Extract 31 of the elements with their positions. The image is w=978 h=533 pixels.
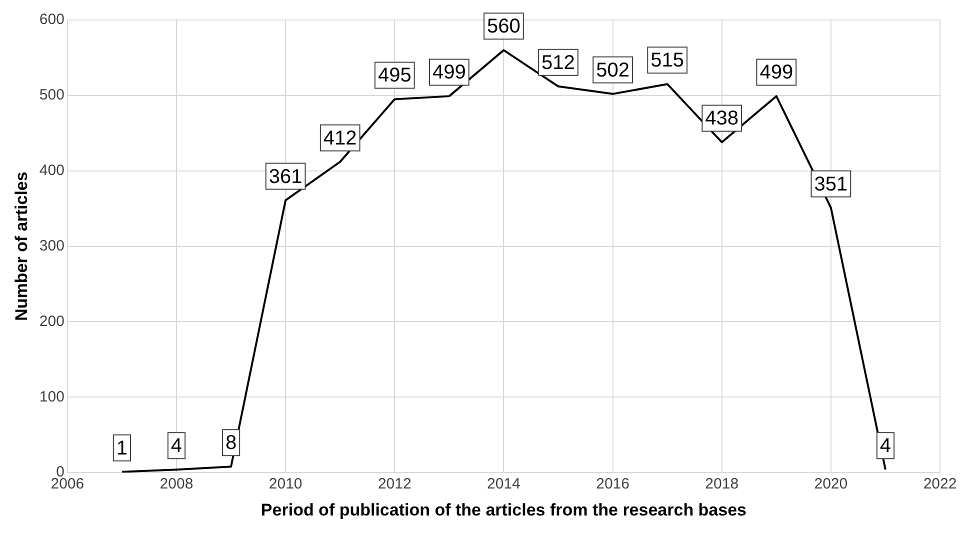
- data-label: 438: [705, 108, 739, 130]
- x-axis-title: Period of publication of the articles from the research bases: [260, 500, 747, 520]
- data-label: 495: [378, 64, 412, 87]
- y-tick-label: 200: [39, 312, 64, 330]
- data-label: 4: [880, 435, 892, 458]
- y-tick-label: 300: [39, 237, 64, 254]
- data-label: 412: [323, 127, 357, 150]
- x-tick-label: 2012: [378, 476, 412, 493]
- data-label: 515: [650, 50, 684, 72]
- data-label: 502: [596, 59, 630, 82]
- x-tick-label: 2016: [596, 476, 630, 493]
- data-label: 361: [268, 166, 302, 188]
- x-tick-label: 2010: [268, 476, 302, 493]
- data-label: 499: [760, 62, 794, 84]
- data-label: 8: [225, 432, 237, 454]
- data-label: 4: [170, 435, 182, 458]
- y-tick-label: 500: [39, 86, 64, 104]
- data-label: 351: [814, 173, 848, 196]
- x-tick-label: 2018: [705, 476, 739, 493]
- x-tick-label: 2014: [487, 476, 520, 493]
- y-axis-title: Number of articles: [12, 172, 31, 321]
- data-label: 1: [116, 437, 128, 460]
- data-label: 512: [542, 52, 575, 74]
- x-tick-label: 2022: [923, 476, 957, 493]
- y-tick-label: 100: [39, 388, 64, 406]
- y-tick-label: 400: [39, 162, 64, 180]
- x-tick-label: 2020: [814, 476, 848, 493]
- y-tick-label: 600: [39, 11, 64, 28]
- data-label: 499: [432, 62, 466, 84]
- data-label: 560: [487, 16, 520, 38]
- x-tick-label: 2008: [160, 476, 194, 493]
